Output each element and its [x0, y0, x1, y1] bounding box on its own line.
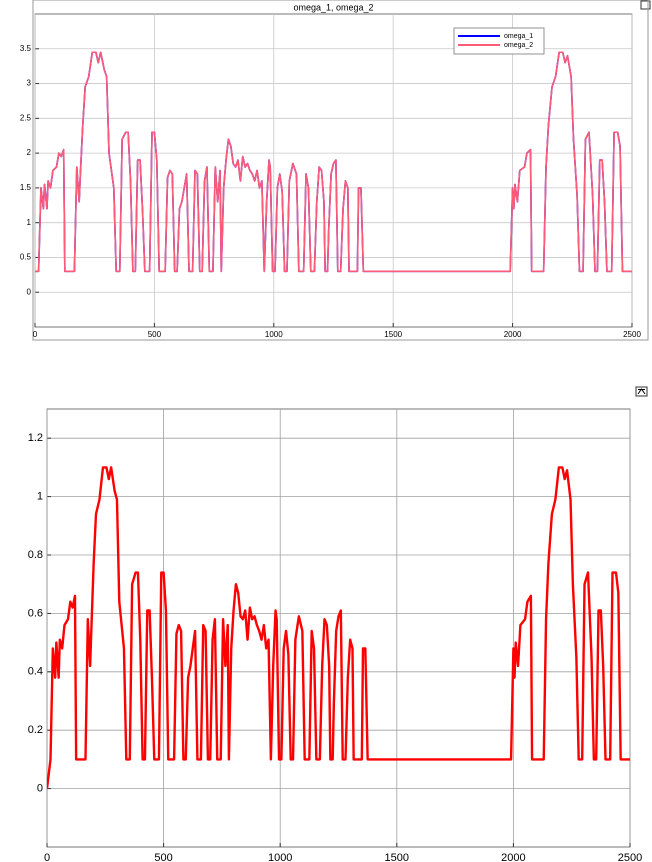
- y-tick-label: 0: [37, 783, 43, 795]
- y-tick-label: 3: [27, 79, 32, 88]
- y-tick-label: 1.5: [20, 183, 32, 192]
- x-tick-label: 0: [33, 330, 38, 339]
- y-tick-label: 1: [27, 218, 32, 227]
- scope-icon: [637, 388, 646, 395]
- x-tick-label: 1500: [384, 330, 402, 339]
- x-tick-label: 1000: [265, 330, 283, 339]
- plot-area: [34, 13, 633, 328]
- data-line: [47, 466, 630, 789]
- legend-box: [453, 27, 545, 55]
- y-tick-label: 3.5: [20, 44, 32, 53]
- x-tick-label: 1500: [385, 852, 409, 862]
- x-tick-label: 0: [44, 852, 50, 862]
- y-tick-label: 1.2: [28, 432, 43, 444]
- y-tick-label: 0.5: [20, 253, 32, 262]
- y-tick-label: 0.2: [28, 724, 43, 736]
- y-tick-label: 2: [27, 148, 32, 157]
- axes-box: [32, 0, 649, 341]
- legend-label: omega_1: [504, 33, 533, 40]
- x-tick-label: 500: [148, 330, 162, 339]
- scope-button[interactable]: [635, 386, 648, 397]
- chart-title: omega_1, omega_2: [293, 2, 373, 12]
- legend-label: omega_2: [504, 42, 533, 49]
- scope-button[interactable]: [640, 0, 651, 10]
- x-tick-label: 2500: [623, 330, 641, 339]
- x-tick-label: 500: [154, 852, 172, 862]
- data-line: [35, 51, 632, 273]
- y-tick-label: 2.5: [20, 113, 32, 122]
- y-tick-label: 1: [37, 491, 43, 503]
- y-tick-label: 0.4: [28, 666, 43, 678]
- x-tick-label: 2000: [504, 330, 522, 339]
- y-tick-label: 0.6: [28, 607, 43, 619]
- y-tick-label: 0.8: [28, 549, 43, 561]
- y-tick-label: 0: [27, 287, 32, 296]
- plot-area: [46, 408, 631, 848]
- x-tick-label: 2500: [618, 852, 642, 862]
- x-tick-label: 1000: [268, 852, 292, 862]
- x-tick-label: 2000: [501, 852, 525, 862]
